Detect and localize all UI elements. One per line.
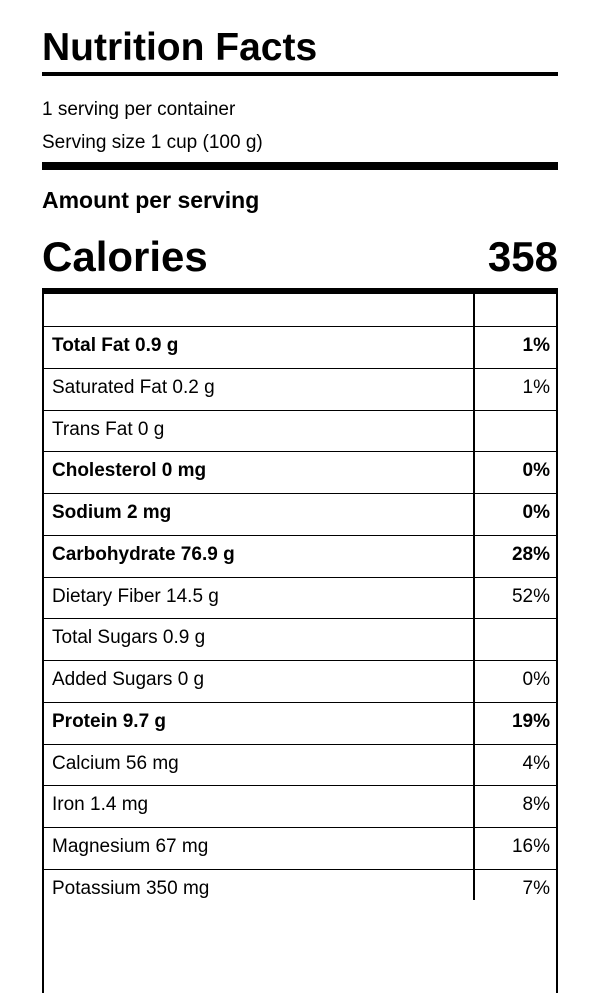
calories-value: 358 [487,233,558,280]
nutrient-row: Carbohydrate 76.9 g 28% [44,534,556,577]
nutrient-label: Total Sugars 0.9 g [52,627,206,649]
nutrient-label: Trans Fat 0 g [52,418,165,440]
nutrient-label: Saturated Fat 0.2 g [52,376,215,398]
nutrient-label: Iron 1.4 mg [52,794,149,816]
nutrient-label: Added Sugars 0 g [52,669,205,690]
daily-value: 4% [522,752,550,774]
thick-rule [42,162,558,170]
thick-rule [42,288,558,294]
servings: 1 serving per container [42,99,236,120]
calories-label: Calories [42,233,208,280]
daily-value: 16% [511,836,550,857]
daily-value: 8% [522,794,550,816]
nutrient-label: Cholesterol 0 mg [52,460,207,482]
daily-value: 7% [522,877,550,899]
nutrient-row: Total Sugars 0.9 g [44,618,556,660]
daily-value: 1% [522,376,550,398]
title: Nutrition Facts [42,26,318,69]
nutrient-row: Dietary Fiber 14.5 g 52% [44,576,556,619]
daily-value: 52% [511,585,550,607]
nutrient-label: Protein 9.7 g [52,710,167,732]
nutrient-label: Potassium 350 mg [52,877,210,899]
nutrient-label: Calcium 56 mg [52,752,179,774]
nutrient-row: Protein 9.7 g 19% [44,701,556,744]
daily-value: 19% [511,710,550,732]
daily-value: 0% [522,502,550,523]
daily-value: 0% [522,669,550,690]
nutrient-row: Calcium 56 mg 4% [44,743,556,786]
daily-value: 1% [522,335,550,356]
nutrient-label: Dietary Fiber 14.5 g [52,585,219,607]
nutrient-label: Sodium 2 mg [52,502,172,523]
nutrient-table: Total Fat 0.9 g 1% Saturated Fat 0.2 g 1% Tr… [42,293,558,993]
column-divider [473,293,475,900]
nutrient-row: Magnesium 67 mg 16% [44,827,556,869]
nutrient-row: Sodium 2 mg 0% [44,493,556,535]
daily-value: 28% [511,543,550,565]
page: {"header": {"title": "Nutrition Facts", … [42,26,558,993]
nutrient-row: Cholesterol 0 mg 0% [44,451,556,493]
nutrient-label: Carbohydrate 76.9 g [52,543,235,565]
daily-value: 0% [522,460,550,482]
serving-size: Serving size 1 cup (100 g) [42,132,263,153]
amount-per-serving: Amount per serving [42,187,260,213]
nutrient-row: Added Sugars 0 g 0% [44,660,556,702]
nutrient-row: Iron 1.4 mg 8% [44,785,556,827]
nutrient-row: Trans Fat 0 g [44,409,556,452]
nutrient-row: Total Fat 0.9 g 1% [44,326,556,368]
nutrient-row: Saturated Fat 0.2 g 1% [44,367,556,410]
nutrient-row: Potassium 350 mg 7% [44,868,556,911]
nutrient-label: Total Fat 0.9 g [52,335,179,356]
rule [42,72,558,76]
nutrient-label: Magnesium 67 mg [52,836,209,857]
